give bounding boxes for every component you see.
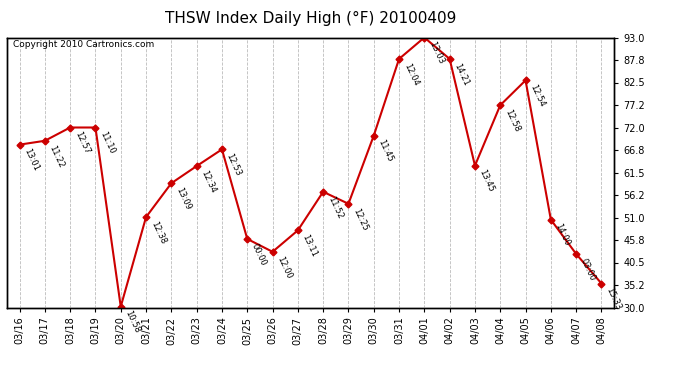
Text: 14:00: 14:00 (553, 222, 572, 248)
Text: 12:25: 12:25 (351, 207, 369, 232)
Text: 13:11: 13:11 (301, 233, 319, 259)
Text: 13:01: 13:01 (22, 147, 41, 173)
Text: Copyright 2010 Cartronics.com: Copyright 2010 Cartronics.com (13, 40, 155, 49)
Text: 12:04: 12:04 (402, 62, 420, 87)
Text: 13:45: 13:45 (477, 168, 496, 194)
Text: 11:52: 11:52 (326, 195, 344, 220)
Text: 11:22: 11:22 (48, 144, 66, 169)
Text: 14:21: 14:21 (453, 62, 471, 87)
Text: 12:54: 12:54 (529, 83, 546, 108)
Text: 11:45: 11:45 (377, 138, 395, 164)
Text: 12:58: 12:58 (503, 108, 521, 134)
Text: 03:00: 03:00 (579, 257, 597, 282)
Text: 12:38: 12:38 (149, 220, 167, 245)
Text: 12:34: 12:34 (199, 169, 217, 194)
Text: 12:00: 12:00 (275, 255, 293, 280)
Text: 10:58: 10:58 (124, 309, 141, 335)
Text: 13:09: 13:09 (174, 186, 193, 211)
Text: 12:53: 12:53 (225, 152, 243, 178)
Text: 00:00: 00:00 (250, 242, 268, 267)
Text: 13:03: 13:03 (427, 40, 446, 66)
Text: 11:10: 11:10 (98, 130, 117, 156)
Text: THSW Index Daily High (°F) 20100409: THSW Index Daily High (°F) 20100409 (165, 11, 456, 26)
Text: 15:33: 15:33 (604, 286, 622, 312)
Text: 12:57: 12:57 (73, 130, 91, 156)
